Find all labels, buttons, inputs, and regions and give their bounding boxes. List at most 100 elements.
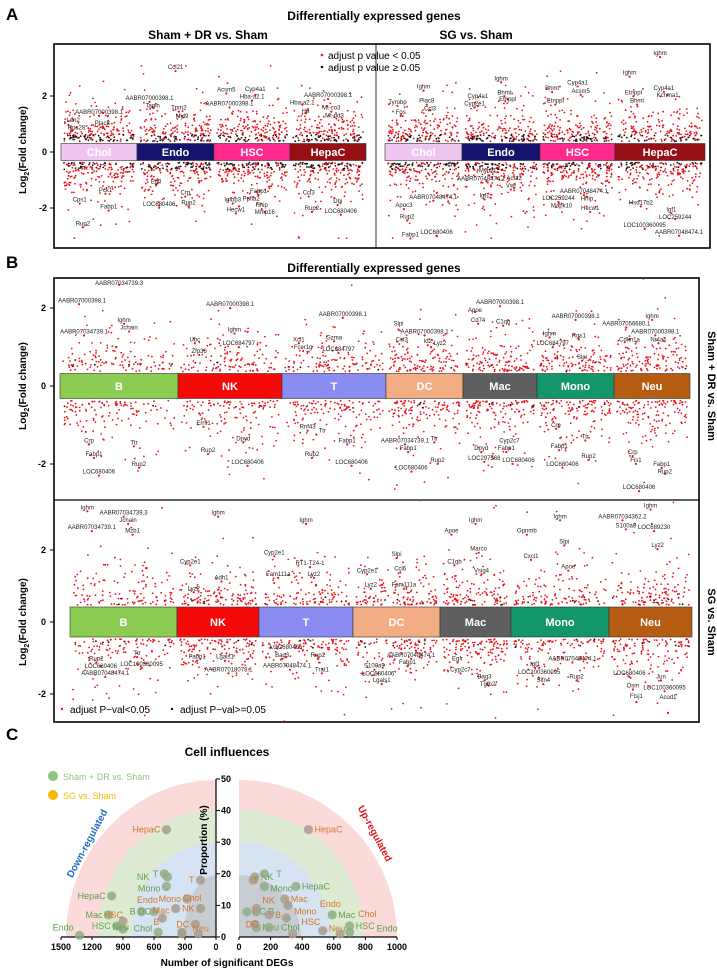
dot-significant [658, 184, 660, 186]
dot-significant [516, 370, 518, 372]
dot-significant [103, 188, 106, 191]
dot-significant [150, 193, 153, 196]
dot-significant [508, 425, 511, 428]
dot-significant [392, 164, 395, 166]
dot-significant [695, 125, 698, 128]
dot-significant [237, 179, 240, 182]
dot-nonsignificant [623, 134, 626, 137]
dot-significant [128, 170, 131, 173]
gene-label: Egfl [151, 179, 161, 185]
gene-point [513, 187, 516, 190]
dot-significant [202, 401, 204, 403]
dot-significant [522, 173, 525, 176]
dot-significant [74, 368, 77, 371]
dot-significant [502, 169, 504, 172]
dot-significant [162, 131, 165, 133]
dot-significant [278, 132, 280, 135]
dot-significant [191, 124, 194, 127]
dot-significant [546, 166, 549, 169]
dot-significant [72, 164, 75, 167]
dot-nonsignificant [69, 134, 72, 137]
dot-significant [345, 138, 347, 140]
dot-significant [260, 133, 262, 136]
dot-significant [662, 358, 665, 360]
dot-significant [452, 417, 455, 420]
dot-significant [159, 407, 162, 409]
dot-significant [592, 170, 595, 173]
dot-significant [448, 358, 451, 360]
dot-significant [169, 184, 172, 187]
dot-significant [409, 407, 412, 410]
dot-significant [285, 370, 287, 372]
dot-significant [111, 419, 114, 421]
dot-significant [162, 127, 165, 130]
dot-significant [296, 119, 299, 122]
dot-significant [205, 115, 208, 118]
dot-significant [660, 162, 663, 164]
dot-nonsignificant [108, 139, 111, 142]
dot-nonsignificant [99, 163, 102, 166]
dot-significant [465, 185, 468, 188]
dot-significant [489, 335, 492, 338]
dot-significant [456, 117, 459, 120]
dot-nonsignificant [586, 137, 588, 140]
dot-nonsignificant [467, 163, 470, 166]
dot-significant [650, 128, 653, 131]
dot-significant [400, 126, 402, 129]
dot-significant [209, 435, 212, 438]
dot-significant [345, 237, 348, 240]
dot-significant [76, 132, 79, 135]
gene-label: Ccl3 [303, 191, 316, 197]
dot-significant [297, 171, 300, 173]
dot-significant [398, 343, 401, 345]
dot-significant [100, 406, 102, 409]
dot-significant [333, 172, 336, 175]
dot-significant [71, 191, 73, 194]
dot-significant [120, 117, 123, 120]
dot-significant [671, 369, 674, 372]
dot-significant [402, 357, 404, 360]
dot-significant [683, 127, 686, 130]
dot-nonsignificant [314, 137, 317, 140]
dot-significant [304, 121, 306, 123]
dot-nonsignificant [675, 140, 678, 143]
dot-significant [516, 107, 518, 110]
dot-significant [255, 162, 258, 165]
dot-nonsignificant [333, 136, 335, 139]
dot-significant [300, 362, 303, 364]
dot-significant [95, 352, 97, 354]
gene-label: Acta2 [507, 176, 523, 182]
dot-nonsignificant [125, 166, 128, 169]
dot-significant [437, 162, 439, 164]
dot-nonsignificant [217, 135, 220, 138]
dot-significant [471, 404, 474, 407]
dot-significant [378, 359, 380, 361]
dot-significant [503, 345, 506, 348]
dot-significant [560, 400, 563, 402]
subtitle-sham-dr: Sham + DR vs. Sham [148, 28, 268, 42]
dot-significant [263, 172, 266, 175]
dot-significant [293, 212, 296, 214]
gene-annotation: Lcn2 [67, 118, 81, 124]
dot-significant [394, 357, 396, 360]
dot-significant [504, 353, 506, 355]
dot-significant [220, 118, 222, 121]
dot-significant [252, 110, 254, 112]
dot-nonsignificant [694, 162, 697, 164]
dot-significant [238, 365, 241, 368]
dot-significant [218, 323, 221, 326]
dot-significant [588, 400, 591, 403]
dot-significant [70, 364, 73, 367]
dot-significant [133, 457, 136, 460]
dot-significant [358, 413, 361, 416]
dot-significant [513, 163, 516, 166]
dot-significant [252, 172, 255, 174]
dot-significant [237, 170, 239, 173]
dot-significant [551, 129, 554, 132]
dot-significant [150, 370, 153, 373]
dot-nonsignificant [114, 163, 117, 166]
dot-significant [467, 366, 470, 369]
dot-significant [475, 109, 478, 112]
dot-significant [74, 113, 76, 115]
dot-significant [448, 171, 450, 174]
